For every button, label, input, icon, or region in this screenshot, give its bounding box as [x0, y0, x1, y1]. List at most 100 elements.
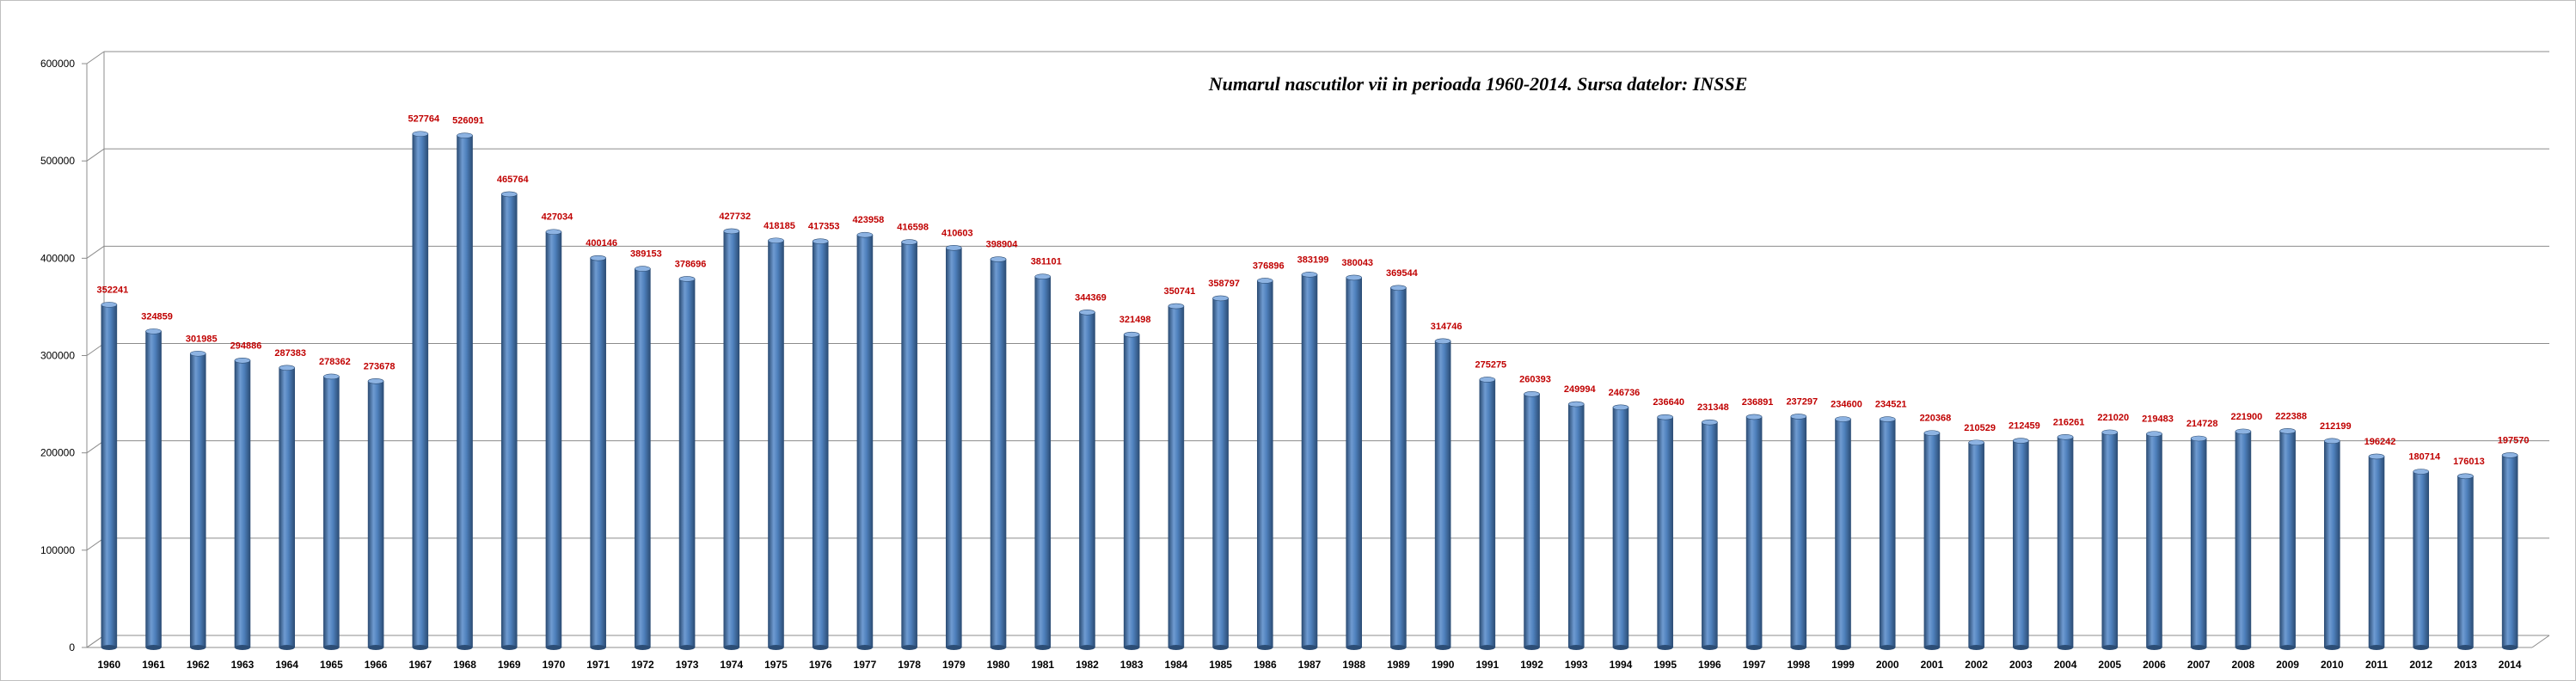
bar — [2146, 433, 2162, 648]
bar — [2057, 436, 2074, 648]
data-label: 196242 — [2364, 437, 2396, 447]
x-tick-label: 1972 — [631, 659, 654, 671]
bar-top — [500, 191, 518, 198]
bar-top — [1256, 278, 1273, 284]
bar-top — [678, 276, 696, 282]
bar-top — [1212, 295, 1229, 302]
x-tick-label: 1971 — [586, 659, 610, 671]
bar-base — [457, 645, 473, 650]
bar-base — [1968, 645, 1984, 650]
bar-base — [1923, 645, 1940, 650]
bar-base — [1746, 645, 1763, 650]
bar — [1346, 277, 1363, 648]
axis-depth-right — [2531, 635, 2550, 648]
bar — [1212, 298, 1229, 648]
bar-top — [856, 231, 874, 238]
data-label: 180714 — [2408, 451, 2441, 462]
bar-base — [545, 645, 561, 650]
bar-top — [1657, 414, 1673, 420]
x-tick-label: 2000 — [1876, 659, 1899, 671]
bar-top — [2368, 453, 2385, 460]
x-tick-label: 1993 — [1565, 659, 1588, 671]
bar — [1657, 416, 1673, 648]
bar-top — [1879, 416, 1896, 422]
x-tick-label: 2012 — [2409, 659, 2432, 671]
bar-base — [2191, 645, 2207, 650]
data-label: 527764 — [408, 114, 440, 125]
bar — [234, 359, 251, 648]
data-label: 400146 — [586, 238, 617, 248]
bar-top — [189, 350, 206, 357]
data-label: 234600 — [1831, 400, 1862, 410]
x-tick-label: 1986 — [1254, 659, 1277, 671]
bar-top — [590, 255, 606, 261]
bar-top — [2279, 428, 2296, 434]
bar — [990, 259, 1007, 648]
data-label: 398904 — [986, 240, 1019, 250]
bar-base — [101, 645, 117, 650]
bar — [2013, 440, 2029, 648]
bar — [1123, 334, 1140, 648]
bar — [590, 257, 606, 648]
data-label: 380043 — [1341, 258, 1373, 268]
bar-base — [1302, 645, 1317, 650]
bar — [1923, 433, 1941, 648]
y-tick-label: 400000 — [40, 252, 75, 264]
x-tick-label: 1976 — [809, 659, 832, 671]
bar-top — [1079, 309, 1095, 316]
x-tick-label: 1960 — [98, 659, 121, 671]
bar-top — [990, 256, 1007, 262]
bar-top — [723, 228, 740, 235]
bar-top — [2324, 438, 2340, 445]
bar-top — [545, 229, 562, 236]
x-tick-label: 2005 — [2098, 659, 2121, 671]
gridline-depth — [86, 51, 105, 64]
data-label: 378696 — [675, 259, 707, 269]
x-tick-label: 2008 — [2232, 659, 2255, 671]
bar-top — [2057, 433, 2074, 440]
bar — [2235, 431, 2252, 648]
bar — [412, 133, 429, 648]
data-label: 246736 — [1609, 388, 1641, 398]
x-tick-label: 1979 — [942, 659, 966, 671]
x-tick-label: 2011 — [2365, 659, 2388, 671]
bar-base — [946, 645, 962, 650]
y-tick-label: 200000 — [40, 447, 75, 459]
data-label: 381101 — [1031, 257, 1062, 267]
x-tick-label: 2003 — [2009, 659, 2033, 671]
x-tick-label: 1997 — [1743, 659, 1766, 671]
bar — [101, 304, 118, 648]
bar-base — [279, 645, 295, 650]
bar — [279, 367, 295, 648]
bar-base — [190, 645, 206, 650]
data-label: 417353 — [808, 222, 840, 232]
bar — [1168, 305, 1185, 648]
bar-base — [901, 645, 917, 650]
bar-base — [1612, 645, 1628, 650]
bar-base — [1079, 645, 1095, 650]
bar-base — [635, 645, 651, 650]
x-tick-label: 2002 — [1965, 659, 1988, 671]
x-tick-label: 1998 — [1787, 659, 1810, 671]
y-tick-label: 600000 — [40, 58, 75, 70]
bar — [678, 279, 696, 648]
y-tick-label: 500000 — [40, 155, 75, 167]
bar — [1079, 311, 1095, 648]
data-label: 214728 — [2187, 419, 2218, 429]
bar-top — [1790, 414, 1807, 420]
x-tick-label: 1980 — [987, 659, 1010, 671]
bar-top — [1612, 404, 1629, 411]
data-label: 389153 — [630, 249, 662, 260]
x-tick-label: 1974 — [720, 659, 743, 671]
x-tick-label: 1969 — [498, 659, 521, 671]
x-tick-label: 2013 — [2454, 659, 2477, 671]
x-tick-label: 1962 — [187, 659, 210, 671]
bar-base — [1257, 645, 1273, 650]
bar — [145, 331, 162, 648]
bar — [1745, 416, 1763, 648]
labels-layer: 0 100000 200000 300000 400000 500000 600000 352… — [40, 58, 2530, 671]
x-tick-label: 1994 — [1610, 659, 1633, 671]
x-tick-label: 2001 — [1921, 659, 1944, 671]
